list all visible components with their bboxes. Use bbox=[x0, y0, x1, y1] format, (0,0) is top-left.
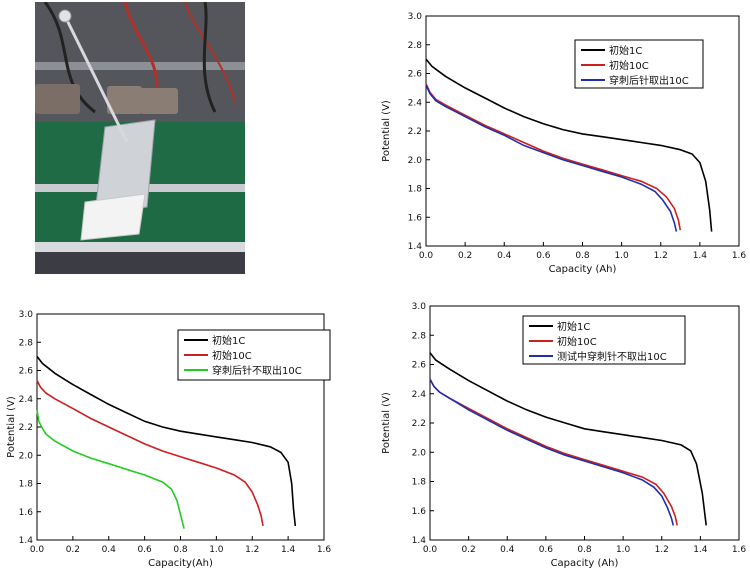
y-tick-label: 2.4 bbox=[412, 390, 427, 400]
chart-top-right: 0.0 0.2 0.4 0.6 0.8 1.0 1.2 1.4 1.6 1.4 1.6 1.8 2.0 2… bbox=[375, 6, 747, 278]
y-tick-label: 1.8 bbox=[412, 478, 427, 488]
x-tick-label: 1.0 bbox=[209, 545, 224, 555]
battery-nail-penetration-photo-icon bbox=[35, 2, 245, 274]
x-tick-label: 0.0 bbox=[423, 545, 438, 555]
y-tick-label: 2.2 bbox=[412, 419, 426, 429]
series-line-3 bbox=[429, 378, 675, 526]
legend-label-2: 初始10C bbox=[609, 59, 649, 72]
x-tick-label: 1.6 bbox=[732, 545, 747, 555]
x-tick-label: 0.8 bbox=[577, 545, 592, 555]
y-tick-label: 2.0 bbox=[412, 448, 427, 458]
y-tick-label: 2.2 bbox=[19, 423, 33, 433]
series-line-3 bbox=[36, 409, 185, 529]
nail-penetration-photo bbox=[35, 2, 245, 274]
legend-label-3: 测试中穿刺针不取出10C bbox=[557, 350, 667, 363]
x-tick-label: 1.6 bbox=[732, 251, 747, 261]
series-line-3 bbox=[425, 84, 678, 232]
legend-label-2: 初始10C bbox=[212, 349, 252, 362]
chart-bottom-right: 0.0 0.2 0.4 0.6 0.8 1.0 1.2 1.4 1.6 1.4 1.6 1.8 2.0 2… bbox=[375, 300, 747, 572]
y-tick-label: 1.8 bbox=[19, 480, 34, 490]
x-axis-title: Capacity(Ah) bbox=[148, 558, 213, 569]
y-tick-label: 2.6 bbox=[412, 361, 427, 371]
x-tick-label: 0.2 bbox=[66, 545, 80, 555]
y-tick-label: 2.8 bbox=[19, 338, 34, 348]
series-line-2 bbox=[425, 83, 682, 231]
y-tick-label: 1.4 bbox=[412, 536, 427, 546]
legend-label-1: 初始1C bbox=[557, 320, 590, 333]
y-tick-label: 1.6 bbox=[19, 508, 34, 518]
y-tick-label: 1.8 bbox=[408, 185, 423, 195]
y-axis-title: Potential (V) bbox=[381, 392, 392, 454]
x-tick-label: 0.4 bbox=[102, 545, 117, 555]
x-tick-label: 0.8 bbox=[575, 251, 590, 261]
x-tick-label: 1.2 bbox=[245, 545, 259, 555]
y-tick-label: 2.4 bbox=[19, 395, 34, 405]
y-tick-label: 2.2 bbox=[408, 127, 422, 137]
y-tick-label: 2.0 bbox=[19, 451, 34, 461]
x-tick-label: 1.0 bbox=[614, 251, 629, 261]
x-tick-label: 1.6 bbox=[317, 545, 332, 555]
x-axis-title: Capacity (Ah) bbox=[549, 264, 617, 275]
x-tick-label: 0.2 bbox=[458, 251, 472, 261]
series-line-1 bbox=[36, 355, 297, 526]
y-tick-label: 3.0 bbox=[412, 302, 427, 312]
x-tick-label: 1.2 bbox=[654, 251, 668, 261]
x-tick-label: 0.8 bbox=[173, 545, 188, 555]
x-tick-label: 0.2 bbox=[461, 545, 475, 555]
x-tick-label: 1.4 bbox=[281, 545, 296, 555]
y-tick-label: 3.0 bbox=[19, 310, 34, 320]
y-tick-label: 2.6 bbox=[408, 70, 423, 80]
y-axis-title: Potential (V) bbox=[381, 100, 392, 162]
chart-bottom-left: 0.0 0.2 0.4 0.6 0.8 1.0 1.2 1.4 1.6 1.4 1.6 1.8 2.0 2… bbox=[0, 304, 372, 572]
x-tick-label: 0.0 bbox=[419, 251, 434, 261]
legend-label-3: 穿刺后针取出10C bbox=[609, 74, 689, 87]
x-tick-label: 0.0 bbox=[30, 545, 45, 555]
legend-label-3: 穿刺后针不取出10C bbox=[212, 364, 302, 377]
chart-svg: 0.0 0.2 0.4 0.6 0.8 1.0 1.2 1.4 1.6 1.4 1.6 1.8 2.0 2… bbox=[6, 310, 332, 569]
y-tick-label: 1.6 bbox=[412, 507, 427, 517]
y-axis-title: Potential (V) bbox=[6, 396, 17, 458]
legend-label-1: 初始1C bbox=[609, 44, 642, 57]
legend-label-2: 初始10C bbox=[557, 335, 597, 348]
x-tick-label: 1.2 bbox=[655, 545, 669, 555]
chart-svg: 0.0 0.2 0.4 0.6 0.8 1.0 1.2 1.4 1.6 1.4 1.6 1.8 2.0 2… bbox=[381, 12, 747, 275]
chart-svg: 0.0 0.2 0.4 0.6 0.8 1.0 1.2 1.4 1.6 1.4 1.6 1.8 2.0 2… bbox=[381, 302, 747, 569]
x-axis-title: Capacity (Ah) bbox=[551, 558, 619, 569]
y-tick-label: 2.8 bbox=[408, 41, 423, 51]
legend-label-1: 初始1C bbox=[212, 334, 245, 347]
x-tick-label: 0.6 bbox=[539, 545, 554, 555]
y-tick-label: 3.0 bbox=[408, 12, 423, 22]
y-tick-label: 2.6 bbox=[19, 367, 34, 377]
y-tick-label: 1.4 bbox=[19, 536, 34, 546]
y-tick-label: 1.6 bbox=[408, 213, 423, 223]
series-line-1 bbox=[429, 352, 707, 526]
series-line-1 bbox=[425, 58, 713, 232]
x-tick-label: 1.0 bbox=[616, 545, 631, 555]
y-tick-label: 2.4 bbox=[408, 98, 423, 108]
series-line-2 bbox=[429, 378, 678, 526]
x-tick-label: 1.4 bbox=[693, 251, 708, 261]
y-tick-label: 1.4 bbox=[408, 242, 423, 252]
x-tick-label: 1.4 bbox=[693, 545, 708, 555]
x-tick-label: 0.6 bbox=[137, 545, 152, 555]
series-line-2 bbox=[36, 380, 264, 527]
x-tick-label: 0.4 bbox=[500, 545, 515, 555]
y-tick-label: 2.8 bbox=[412, 331, 427, 341]
x-tick-label: 0.4 bbox=[497, 251, 512, 261]
y-tick-label: 2.0 bbox=[408, 156, 423, 166]
x-tick-label: 0.6 bbox=[536, 251, 551, 261]
